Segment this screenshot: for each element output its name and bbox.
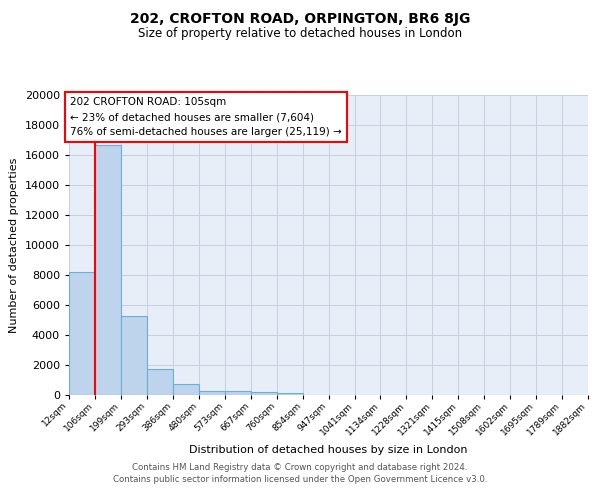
Text: 202 CROFTON ROAD: 105sqm
← 23% of detached houses are smaller (7,604)
76% of sem: 202 CROFTON ROAD: 105sqm ← 23% of detach… bbox=[70, 98, 342, 137]
Bar bbox=[69, 272, 95, 395]
Bar bbox=[224, 391, 251, 395]
Text: Size of property relative to detached houses in London: Size of property relative to detached ho… bbox=[138, 28, 462, 40]
Bar bbox=[199, 390, 224, 395]
Bar bbox=[95, 144, 121, 395]
Text: Contains public sector information licensed under the Open Government Licence v3: Contains public sector information licen… bbox=[113, 475, 487, 484]
Bar bbox=[251, 392, 277, 395]
Text: Contains HM Land Registry data © Crown copyright and database right 2024.: Contains HM Land Registry data © Crown c… bbox=[132, 462, 468, 471]
Bar bbox=[147, 369, 173, 395]
Bar bbox=[173, 384, 199, 395]
Bar bbox=[121, 316, 147, 395]
Bar bbox=[277, 393, 302, 395]
Text: 202, CROFTON ROAD, ORPINGTON, BR6 8JG: 202, CROFTON ROAD, ORPINGTON, BR6 8JG bbox=[130, 12, 470, 26]
X-axis label: Distribution of detached houses by size in London: Distribution of detached houses by size … bbox=[189, 445, 468, 455]
Y-axis label: Number of detached properties: Number of detached properties bbox=[9, 158, 19, 332]
